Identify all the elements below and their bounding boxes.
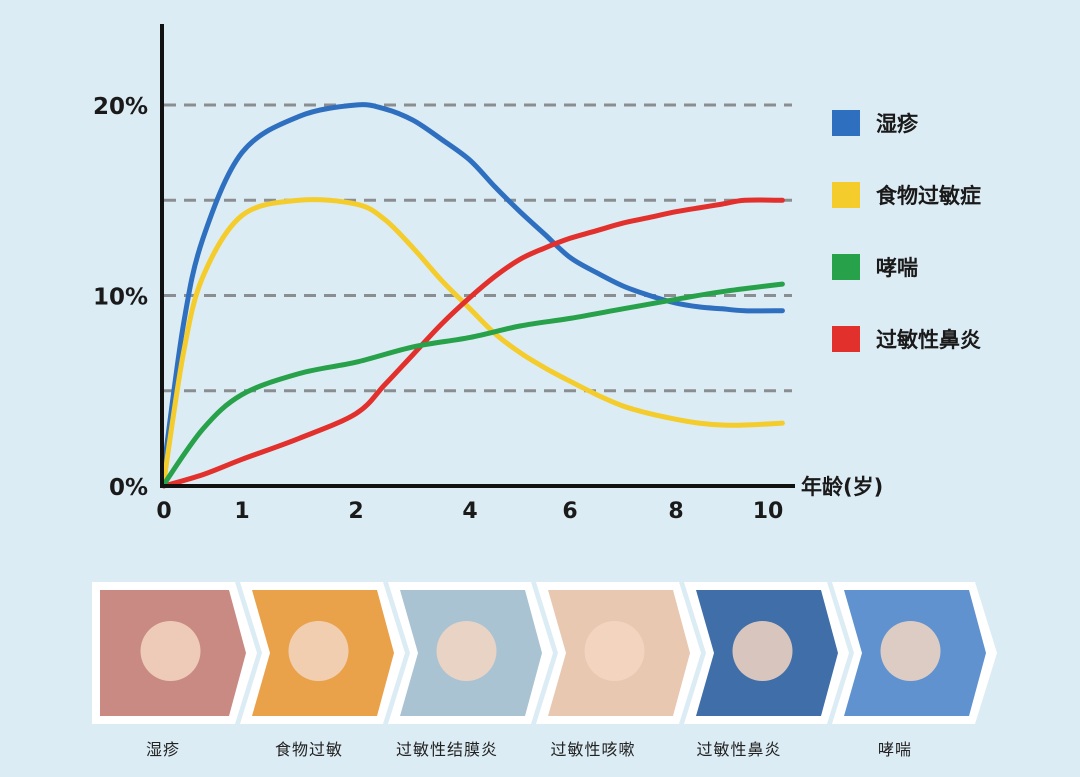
y-tick-labels: 0% 10% 20% bbox=[93, 94, 148, 501]
legend-item-eczema: 湿疹 bbox=[832, 108, 981, 138]
stage-panel-eczema bbox=[92, 582, 257, 724]
series-line-eczema bbox=[161, 102, 785, 470]
face-shape bbox=[140, 621, 201, 681]
stage-strip bbox=[92, 582, 997, 724]
axes bbox=[160, 24, 795, 488]
legend-label-food-allergy: 食物过敏症 bbox=[876, 184, 981, 208]
legend-label-asthma: 哮喘 bbox=[876, 256, 918, 280]
x-tick-label: 8 bbox=[668, 499, 683, 524]
face-shape bbox=[288, 621, 349, 681]
face-shape bbox=[436, 621, 497, 681]
legend-swatch-rhinitis bbox=[832, 326, 860, 352]
x-tick-label: 10 bbox=[753, 499, 784, 524]
x-tick-label: 4 bbox=[462, 499, 477, 524]
stage-panel-food-allergy bbox=[240, 582, 405, 724]
inhaler-photo bbox=[832, 582, 997, 724]
x-tick-label: 1 bbox=[234, 499, 249, 524]
series-line-rhinitis bbox=[161, 197, 785, 489]
series-line-asthma bbox=[161, 281, 785, 487]
x-tick-label: 6 bbox=[562, 499, 577, 524]
stage-caption-cough: 过敏性咳嗽 bbox=[550, 740, 636, 759]
y-tick-label: 20% bbox=[93, 94, 148, 120]
legend-swatch-asthma bbox=[832, 254, 860, 280]
stage-panel-rhinitis bbox=[684, 582, 849, 724]
stage-caption-asthma: 哮喘 bbox=[877, 740, 912, 759]
x-axis-label: 年龄(岁) bbox=[801, 475, 883, 499]
face-shape bbox=[880, 621, 941, 681]
x-tick-label: 2 bbox=[348, 499, 363, 524]
legend-item-food-allergy: 食物过敏症 bbox=[832, 180, 981, 210]
legend: 湿疹 食物过敏症 哮喘 过敏性鼻炎 bbox=[832, 108, 981, 396]
face-shape bbox=[732, 621, 793, 681]
eye-exam-photo bbox=[388, 582, 553, 724]
series-lines bbox=[161, 102, 785, 489]
legend-swatch-food-allergy bbox=[832, 182, 860, 208]
legend-swatch-eczema bbox=[832, 110, 860, 136]
y-tick-label: 10% bbox=[93, 285, 148, 311]
stage-panel-asthma bbox=[832, 582, 997, 724]
legend-label-eczema: 湿疹 bbox=[876, 112, 918, 136]
stage-caption-conjunctivitis: 过敏性结膜炎 bbox=[395, 740, 498, 759]
baby-photo bbox=[536, 582, 701, 724]
child-orange-photo bbox=[240, 582, 405, 724]
x-tick-label: 0 bbox=[156, 499, 171, 524]
stage-panel-cough bbox=[536, 582, 701, 724]
x-tick-labels: 0 1 2 4 6 8 10 bbox=[156, 499, 783, 524]
stage-caption-rhinitis: 过敏性鼻炎 bbox=[696, 740, 782, 759]
legend-item-rhinitis: 过敏性鼻炎 bbox=[832, 324, 981, 354]
chart: 0% 10% 20% 0 1 2 4 6 8 10 年龄(岁) bbox=[93, 24, 883, 524]
stage-caption-eczema: 湿疹 bbox=[145, 740, 180, 759]
y-tick-label: 0% bbox=[109, 475, 148, 501]
series-line-food-allergy bbox=[161, 197, 785, 483]
stage-panel-conjunctivitis bbox=[388, 582, 553, 724]
stage-caption-food-allergy: 食物过敏 bbox=[274, 740, 343, 759]
face-shape bbox=[584, 621, 645, 681]
grid-lines bbox=[164, 103, 792, 393]
legend-item-asthma: 哮喘 bbox=[832, 252, 981, 282]
legend-label-rhinitis: 过敏性鼻炎 bbox=[876, 328, 981, 352]
sneeze-photo bbox=[684, 582, 849, 724]
infant-photo bbox=[92, 582, 257, 724]
